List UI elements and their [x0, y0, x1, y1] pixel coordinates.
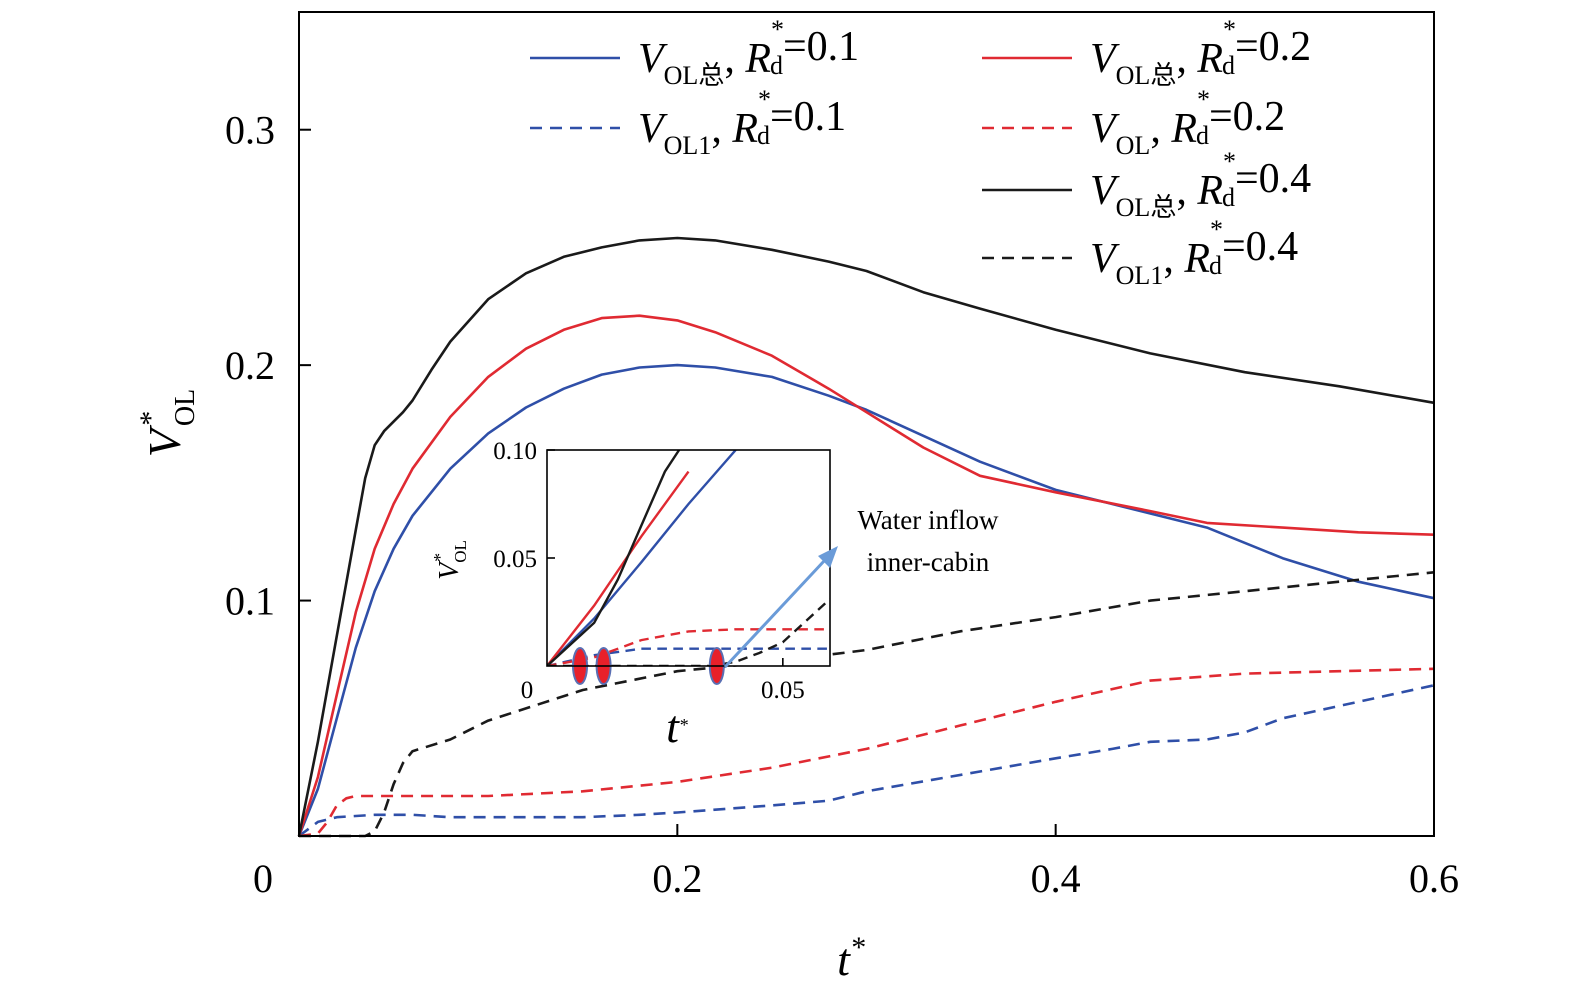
- annotation-arrowhead: [818, 546, 838, 568]
- series-line-2: [298, 684, 1435, 838]
- y-tick-label: 0.2: [225, 343, 275, 388]
- inset-series-line-5: [547, 450, 681, 666]
- x-tick-label: 0: [253, 856, 273, 901]
- main-plot-frame: [298, 11, 1435, 837]
- x-tick-label: 0.2: [652, 856, 702, 901]
- legend-label: VOL1, R* d=0.1: [638, 85, 846, 160]
- legend-item-6: VOL1, R* d=0.4: [982, 215, 1298, 290]
- inset-y-axis-title: V*OL: [430, 540, 470, 580]
- inset-x-tick-label: 0: [521, 677, 534, 704]
- main-series-group: [297, 236, 1435, 838]
- legend-label: VOL总, R* d=0.2: [1090, 15, 1311, 90]
- series-line-5: [297, 236, 1435, 837]
- x-axis-title: t*: [837, 931, 865, 985]
- series-line-3: [297, 314, 1435, 837]
- annotation-arrow: [723, 558, 827, 669]
- inset-series-line-1: [547, 450, 737, 666]
- legend-label: VOL1, R* d=0.4: [1090, 215, 1298, 290]
- inset-background: [547, 450, 830, 666]
- svg-text:V*OL: V*OL: [430, 540, 470, 580]
- legend-item-3: VOL总, R* d=0.2: [982, 15, 1311, 90]
- legend-label: VOL总, R* d=0.1: [638, 15, 859, 90]
- main-ticks: 0 0.2 0.4 0.6 0.1 0.2 0.3: [225, 108, 1459, 901]
- y-axis-title: V* OL: [134, 389, 201, 457]
- inset-series-line-3: [547, 470, 690, 666]
- y-tick-label: 0.1: [225, 579, 275, 624]
- legend-item-1: VOL总, R* d=0.1: [530, 15, 859, 90]
- legend-item-2: VOL1, R* d=0.1: [530, 85, 846, 160]
- inset-ticks: 0 0.05 0.05 0.10: [493, 438, 804, 704]
- annotation-line-2: inner-cabin: [867, 547, 990, 577]
- x-tick-label: 0.6: [1409, 856, 1459, 901]
- series-line-1: [297, 363, 1435, 837]
- annotation-line-1: Water inflow: [857, 505, 999, 535]
- inset-x-tick-label: 0.05: [761, 677, 805, 704]
- legend-label: VOL总, R* d=0.4: [1090, 147, 1311, 222]
- x-tick-label: 0.4: [1031, 856, 1081, 901]
- legend-item-5: VOL总, R* d=0.4: [982, 147, 1311, 222]
- legend-label: VOL, R* d=0.2: [1090, 85, 1285, 160]
- legend-item-4: VOL, R* d=0.2: [982, 85, 1285, 160]
- inset-y-tick-label: 0.10: [493, 438, 537, 465]
- series-line-6: [299, 571, 1435, 838]
- series-line-4: [298, 667, 1435, 838]
- inset-series-line-6: [547, 598, 830, 666]
- svg-text:V*OL: V*OL: [134, 389, 201, 457]
- inset-y-tick-label: 0.05: [493, 546, 537, 573]
- y-tick-label: 0.3: [225, 108, 275, 153]
- inset-x-axis-title: t*: [666, 701, 688, 752]
